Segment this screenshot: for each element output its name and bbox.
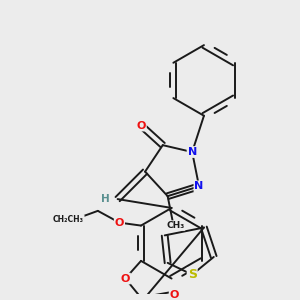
- Text: CH₃: CH₃: [167, 221, 184, 230]
- Text: O: O: [136, 121, 146, 130]
- Text: O: O: [115, 218, 124, 228]
- Text: CH₂CH₃: CH₂CH₃: [53, 215, 84, 224]
- Text: O: O: [170, 290, 179, 300]
- Text: O: O: [121, 274, 130, 284]
- Text: N: N: [194, 181, 204, 191]
- Text: H: H: [100, 194, 109, 204]
- Text: S: S: [188, 268, 197, 281]
- Text: N: N: [188, 147, 197, 157]
